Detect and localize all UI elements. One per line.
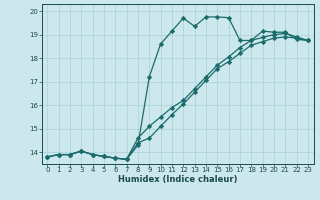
X-axis label: Humidex (Indice chaleur): Humidex (Indice chaleur) (118, 175, 237, 184)
